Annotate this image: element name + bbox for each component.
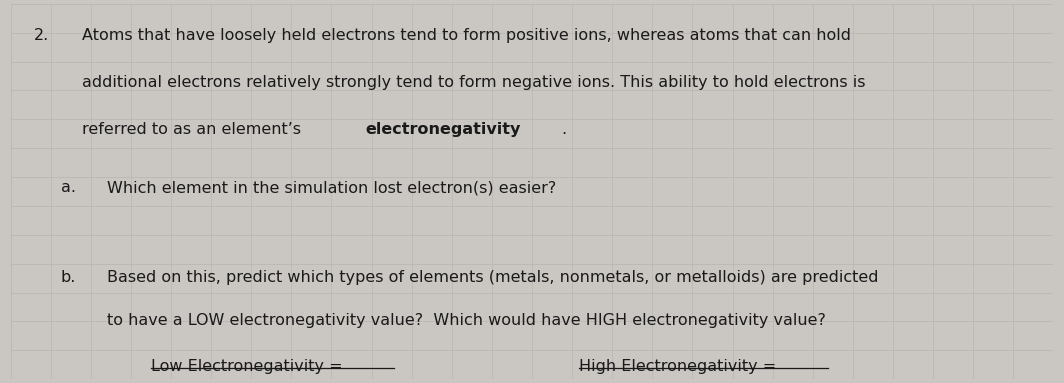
Text: b.: b. — [61, 270, 76, 285]
Text: Which element in the simulation lost electron(s) easier?: Which element in the simulation lost ele… — [106, 180, 555, 195]
Text: Atoms that have loosely held electrons tend to form positive ions, whereas atoms: Atoms that have loosely held electrons t… — [82, 28, 850, 43]
Text: High Electronegativity =: High Electronegativity = — [579, 358, 776, 373]
Text: Low Electronegativity =: Low Electronegativity = — [151, 358, 343, 373]
Text: additional electrons relatively strongly tend to form negative ions. This abilit: additional electrons relatively strongly… — [82, 75, 865, 90]
Text: Low Electronegativity =: Low Electronegativity = — [151, 358, 343, 373]
Text: referred to as an element’s: referred to as an element’s — [82, 122, 305, 137]
Text: to have a LOW electronegativity value?  Which would have HIGH electronegativity : to have a LOW electronegativity value? W… — [106, 313, 826, 329]
Text: a.: a. — [61, 180, 76, 195]
Text: Based on this, predict which types of elements (metals, nonmetals, or metalloids: Based on this, predict which types of el… — [106, 270, 878, 285]
Text: 2.: 2. — [34, 28, 49, 43]
Text: electronegativity: electronegativity — [365, 122, 520, 137]
Text: High Electronegativity =: High Electronegativity = — [579, 358, 776, 373]
Text: .: . — [562, 122, 566, 137]
